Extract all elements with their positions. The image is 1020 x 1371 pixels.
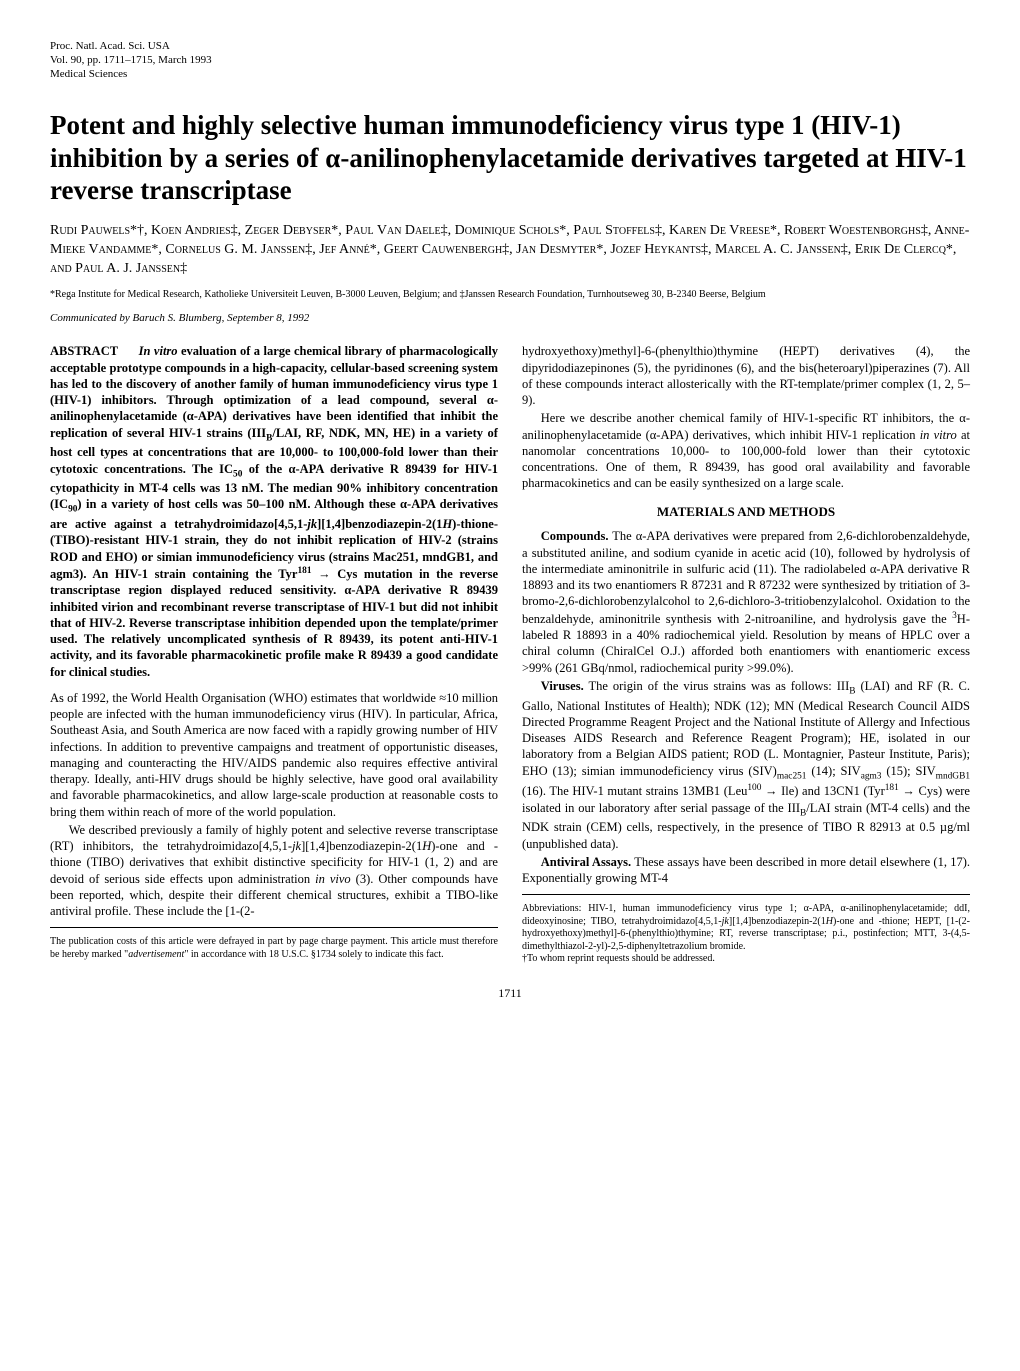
publication-footnote: The publication costs of this article we… <box>50 936 498 961</box>
abstract-label: ABSTRACT <box>50 344 118 358</box>
compounds-label: Compounds. <box>541 529 609 543</box>
footnote-divider <box>50 927 498 928</box>
viruses-label: Viruses. <box>541 679 584 693</box>
reprint-footnote: †To whom reprint requests should be addr… <box>522 953 970 966</box>
body-paragraph-3: hydroxyethoxy)methyl]-6-(phenylthio)thym… <box>522 343 970 408</box>
two-column-layout: ABSTRACT In vitro evaluation of a large … <box>50 343 970 966</box>
journal-section: Medical Sciences <box>50 68 970 82</box>
communicated-by: Communicated by Baruch S. Blumberg, Sept… <box>50 312 970 326</box>
article-title: Potent and highly selective human immuno… <box>50 109 970 206</box>
abbreviations-footnote: Abbreviations: HIV-1, human immunodefici… <box>522 903 970 953</box>
body-paragraph-4: Here we describe another chemical family… <box>522 410 970 491</box>
compounds-paragraph: Compounds. The α-APA derivatives were pr… <box>522 528 970 675</box>
left-column: ABSTRACT In vitro evaluation of a large … <box>50 343 498 966</box>
journal-name: Proc. Natl. Acad. Sci. USA <box>50 40 970 54</box>
right-column: hydroxyethoxy)methyl]-6-(phenylthio)thym… <box>522 343 970 966</box>
compounds-text: The α-APA derivatives were prepared from… <box>522 529 970 674</box>
abstract-block: ABSTRACT In vitro evaluation of a large … <box>50 343 498 679</box>
methods-header: MATERIALS AND METHODS <box>522 504 970 521</box>
assays-label: Antiviral Assays. <box>541 855 631 869</box>
body-paragraph-2: We described previously a family of high… <box>50 822 498 920</box>
authors-list: Rudi Pauwels*†, Koen Andries‡, Zeger Deb… <box>50 222 970 279</box>
abstract-text: evaluation of a large chemical library o… <box>50 344 498 678</box>
abbreviations-divider <box>522 894 970 895</box>
viruses-text: The origin of the virus strains was as f… <box>522 679 970 851</box>
affiliations: *Rega Institute for Medical Research, Ka… <box>50 289 970 302</box>
body-paragraph-1: As of 1992, the World Health Organisatio… <box>50 690 498 820</box>
journal-info: Proc. Natl. Acad. Sci. USA Vol. 90, pp. … <box>50 40 970 81</box>
abstract-invitro: In vitro <box>139 344 178 358</box>
viruses-paragraph: Viruses. The origin of the virus strains… <box>522 678 970 852</box>
assays-paragraph: Antiviral Assays. These assays have been… <box>522 854 970 887</box>
page-number: 1711 <box>50 986 970 1001</box>
journal-volume: Vol. 90, pp. 1711–1715, March 1993 <box>50 54 970 68</box>
